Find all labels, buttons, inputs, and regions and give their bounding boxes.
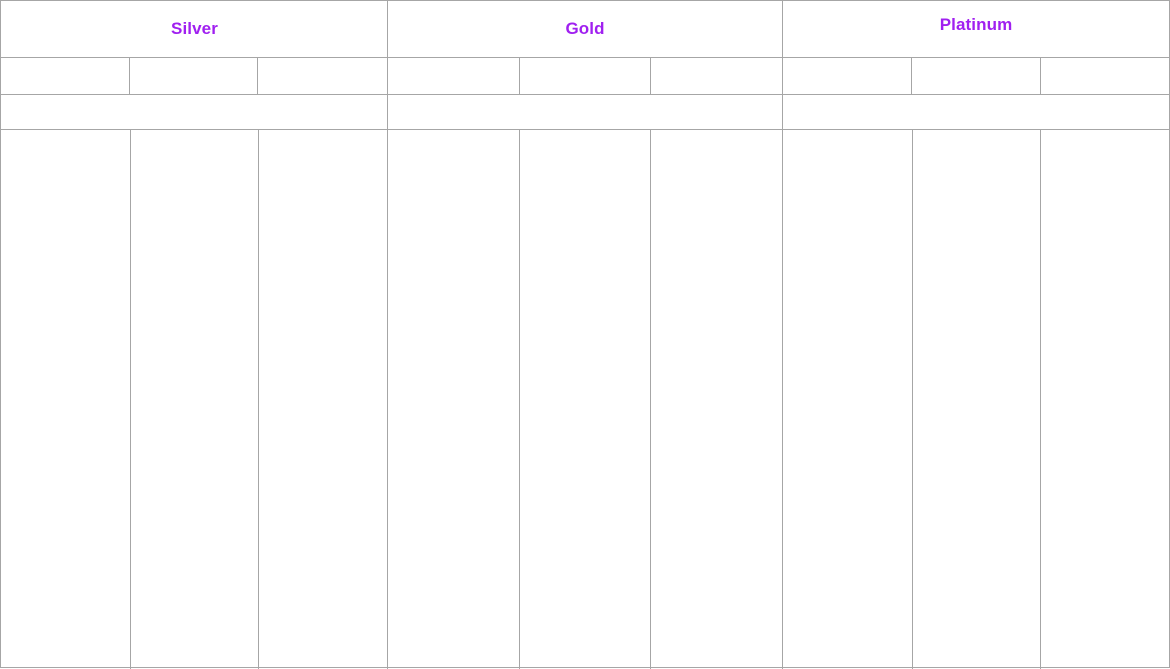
subheader-cell bbox=[1041, 58, 1170, 94]
subcolumn-divider bbox=[129, 57, 130, 94]
subheader-cell bbox=[520, 58, 650, 94]
body-column-divider bbox=[519, 129, 520, 669]
subcolumn-divider bbox=[1040, 57, 1041, 94]
row-divider-header bbox=[1, 57, 1170, 58]
body-column-divider bbox=[912, 129, 913, 669]
subheader-cell bbox=[130, 58, 257, 94]
row-divider-subheader bbox=[1, 94, 1170, 95]
row-divider-merged bbox=[1, 129, 1170, 130]
body-column-divider bbox=[258, 129, 259, 669]
subheader-cell bbox=[388, 58, 519, 94]
subheader-cell bbox=[1, 58, 129, 94]
tier-title-gold: Gold bbox=[565, 19, 605, 38]
subcolumn-divider bbox=[257, 57, 258, 94]
merged-cell-platinum bbox=[783, 95, 1170, 129]
subcolumn-divider bbox=[519, 57, 520, 94]
subcolumn-divider bbox=[650, 57, 651, 94]
subheader-cell bbox=[258, 58, 387, 94]
body-column-divider bbox=[650, 129, 651, 669]
tier-title-platinum: Platinum bbox=[939, 15, 1013, 34]
body-column-divider bbox=[130, 129, 131, 669]
subcolumn-divider bbox=[911, 57, 912, 94]
tier-divider-gold-platinum bbox=[782, 1, 783, 669]
merged-cell-silver bbox=[1, 95, 387, 129]
subheader-cell bbox=[783, 58, 911, 94]
merged-cell-gold bbox=[388, 95, 782, 129]
subheader-cell bbox=[651, 58, 782, 94]
tier-title-silver: Silver bbox=[171, 19, 218, 38]
body-column-divider bbox=[1040, 129, 1041, 669]
subheader-cell bbox=[912, 58, 1040, 94]
tier-divider-silver-gold bbox=[387, 1, 388, 669]
